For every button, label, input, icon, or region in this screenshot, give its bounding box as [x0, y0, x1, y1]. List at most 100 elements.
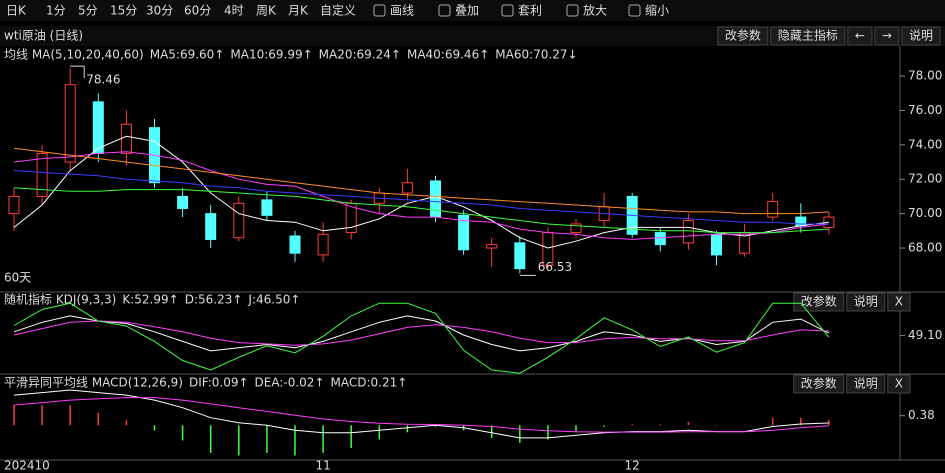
y-tick-label: 78.00: [908, 69, 942, 83]
toolbar-item[interactable]: 日K: [6, 4, 27, 18]
button-label[interactable]: 改参数: [801, 376, 837, 391]
indicator-line: [13, 151, 829, 240]
legend-entry: MA20:69.24↑: [319, 48, 401, 62]
button[interactable]: [887, 374, 911, 394]
toolbar-item[interactable]: 15分: [110, 4, 137, 18]
legend-entry: MACD:0.21↑: [331, 376, 408, 390]
period-label: 60天: [4, 271, 31, 285]
button-label[interactable]: 改参数: [801, 294, 837, 309]
legend-entry: J:46.50↑: [247, 293, 300, 307]
indicator-label: 均线 MA(5,10,20,40,60): [4, 48, 144, 62]
candle-body: [486, 244, 498, 249]
indicator-line: [13, 147, 829, 215]
button[interactable]: [846, 292, 886, 312]
button[interactable]: [847, 26, 873, 46]
tool-icon[interactable]: [628, 4, 641, 17]
x-tick-label: 12: [625, 459, 640, 473]
toolbar-item[interactable]: 套利: [518, 4, 542, 18]
candle-body: [92, 101, 104, 154]
button-label[interactable]: →: [882, 29, 892, 43]
button[interactable]: [793, 374, 845, 394]
toolbar-item[interactable]: 放大: [583, 3, 607, 18]
candle-body: [64, 84, 76, 163]
button[interactable]: [901, 26, 941, 46]
toolbar-item[interactable]: 30分: [146, 4, 173, 18]
legend-entry: MA5:69.60↑: [150, 48, 225, 62]
y-tick-label: 0.38: [908, 408, 935, 422]
candle-body: [458, 214, 470, 251]
y-tick-label: 76.00: [908, 103, 942, 117]
candle-body: [682, 220, 694, 244]
candle-body: [654, 232, 666, 246]
button[interactable]: [887, 292, 911, 312]
y-tick-label: 49.10: [908, 328, 942, 342]
indicator-label: 随机指标 KDJ(9,3,3): [4, 292, 116, 307]
button-label[interactable]: 改参数: [725, 28, 761, 43]
candle-body: [767, 201, 779, 218]
legend-entry: D:56.23↑: [185, 293, 243, 307]
indicator-line: [13, 397, 829, 433]
button[interactable]: [874, 26, 900, 46]
candle-body: [36, 152, 48, 197]
tool-icon[interactable]: [373, 4, 386, 17]
toolbar-item[interactable]: 1分: [46, 4, 66, 18]
button-label[interactable]: 隐藏主指标: [778, 28, 838, 43]
candle-body: [120, 123, 132, 154]
candle-body: [430, 180, 441, 218]
toolbar-item[interactable]: 画线: [390, 4, 414, 18]
toolbar-item[interactable]: 5分: [78, 4, 98, 18]
toolbar-item[interactable]: 60分: [184, 4, 211, 18]
x-tick-label: 11: [315, 459, 330, 473]
indicator-line: [13, 170, 829, 225]
x-tick-label: 202410: [4, 459, 50, 473]
candle-body: [570, 223, 582, 234]
annotation: 66.53: [538, 260, 572, 274]
y-tick-label: 70.00: [908, 206, 942, 220]
button-label[interactable]: X: [895, 295, 903, 309]
legend-entry: MA60:70.27↓: [495, 48, 577, 62]
toolbar-item[interactable]: 4时: [224, 4, 244, 18]
legend-entry: DEA:-0.02↑: [255, 376, 325, 390]
toolbar-item[interactable]: 叠加: [455, 4, 479, 18]
indicator-label: 平滑异同平均线 MACD(12,26,9): [4, 376, 183, 390]
legend-entry: MA10:69.99↑: [230, 48, 312, 62]
toolbar-item[interactable]: 自定义: [320, 3, 356, 18]
annotation: 78.46: [86, 73, 120, 87]
indicator-line: [13, 187, 829, 234]
candle-body: [289, 235, 301, 254]
button-label[interactable]: X: [895, 377, 903, 391]
candle-body: [177, 195, 189, 209]
toolbar-item[interactable]: 周K: [256, 4, 277, 18]
button-label[interactable]: ←: [855, 29, 865, 43]
candle-body: [261, 199, 273, 216]
button-label[interactable]: 说明: [909, 28, 933, 43]
candle-body: [8, 195, 20, 215]
indicator-line: [13, 389, 829, 439]
title-bar: [0, 26, 945, 46]
legend-entry: MA40:69.46↑: [407, 48, 489, 62]
toolbar-item[interactable]: 缩小: [645, 3, 669, 18]
button-label[interactable]: 说明: [854, 376, 878, 391]
candle-body: [401, 182, 413, 194]
button[interactable]: [770, 26, 846, 46]
toolbar-item[interactable]: 月K: [288, 4, 309, 18]
button[interactable]: [717, 26, 769, 46]
toolbar: [0, 0, 945, 21]
candle-body: [317, 233, 329, 256]
candle-body: [514, 242, 526, 270]
indicator-line: [13, 302, 830, 374]
legend-entry: DIF:0.09↑: [189, 376, 249, 390]
legend-entry: K:52.99↑: [122, 293, 178, 307]
y-tick-label: 74.00: [908, 137, 942, 151]
indicator-line: [13, 135, 829, 249]
tool-icon[interactable]: [438, 4, 451, 17]
tool-icon[interactable]: [566, 4, 579, 17]
chart-title: wti原油 (日线): [4, 29, 83, 43]
tool-icon[interactable]: [501, 4, 514, 17]
button[interactable]: [793, 292, 845, 312]
button-label[interactable]: 说明: [854, 294, 878, 309]
button[interactable]: [846, 374, 886, 394]
y-tick-label: 68.00: [908, 241, 942, 255]
